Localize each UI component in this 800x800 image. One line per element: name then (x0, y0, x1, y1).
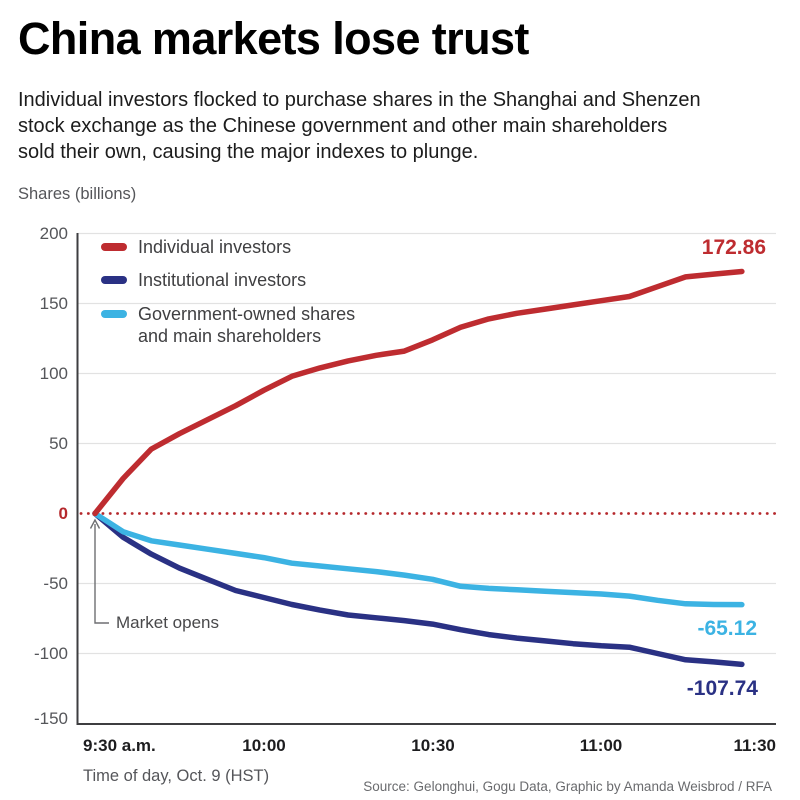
legend-label: Government-owned shares and main shareho… (138, 304, 356, 346)
legend-swatch-institutional-investors (101, 276, 127, 284)
x-tick-label: 10:00 (242, 736, 286, 755)
y-tick-label: 0 (58, 503, 68, 523)
legend-swatch-government-owned-shares (101, 310, 127, 318)
legend-label: Individual investors (138, 237, 292, 257)
y-tick-label: 100 (39, 363, 68, 383)
series-line-government-owned-shares (92, 510, 745, 608)
series-line-individual-investors (92, 268, 745, 517)
annotation-arrow (94, 524, 109, 624)
end-value-institutional-investors: -107.74 (686, 677, 758, 701)
legend-label: Institutional investors (138, 270, 307, 290)
end-value-individual-investors: 172.86 (701, 236, 766, 260)
y-tick-label: 200 (39, 223, 68, 243)
y-tick-label: -100 (33, 643, 68, 663)
end-value-government-owned-shares: -65.12 (697, 616, 757, 640)
subtitle-line-3: sold their own, causing the major indexe… (18, 141, 479, 163)
x-tick-label: 11:00 (579, 736, 623, 755)
x-tick-label: 9:30 a.m. (83, 736, 156, 755)
y-axis-unit-label: Shares (billions) (18, 185, 137, 203)
y-tick-label: -50 (43, 573, 68, 593)
subtitle-line-1: Individual investors flocked to purchase… (18, 89, 701, 111)
x-axis-title: Time of day, Oct. 9 (HST) (83, 767, 270, 785)
annotation-arrowhead (89, 518, 101, 529)
source-credit: Source: Gelonghui, Gogu Data, Graphic by… (363, 779, 772, 794)
series-line-institutional-investors (92, 510, 745, 668)
y-tick-label: -150 (33, 708, 68, 728)
y-tick-label: 150 (39, 293, 68, 313)
subtitle-line-2: stock exchange as the Chinese government… (18, 115, 668, 137)
x-tick-label: 10:30 (411, 736, 455, 755)
legend-swatch-individual-investors (101, 243, 127, 251)
legend-item-individual-investors: Individual investors (101, 237, 291, 259)
legend-item-institutional-investors: Institutional investors (101, 270, 306, 292)
y-tick-label: 50 (49, 433, 68, 453)
page-title: China markets lose trust (18, 13, 529, 64)
legend-item-government-owned-shares: Government-owned shares and main shareho… (101, 304, 355, 347)
x-tick-label: 11:30 (733, 736, 776, 755)
market-opens-annotation: Market opens (116, 613, 219, 632)
